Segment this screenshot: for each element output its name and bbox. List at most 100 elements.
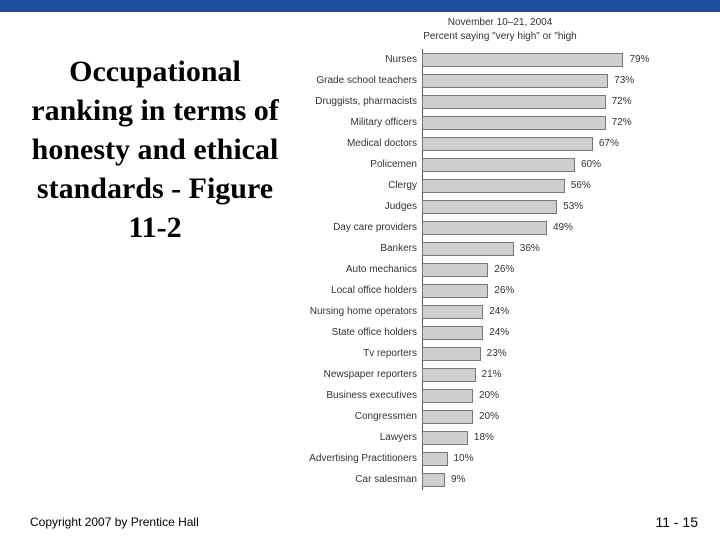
slide-title: Occupational ranking in terms of honesty… — [20, 52, 290, 247]
bar-label: Day care providers — [300, 222, 422, 233]
bar-label: Tv reporters — [300, 348, 422, 359]
bar-label: Judges — [300, 201, 422, 212]
bar-label: State office holders — [300, 327, 422, 338]
bar-track: 20% — [422, 389, 700, 403]
bar-fill — [422, 473, 445, 487]
bar-value: 79% — [625, 53, 649, 67]
bar-track: 73% — [422, 74, 700, 88]
bar-track: 72% — [422, 95, 700, 109]
bar-fill — [422, 263, 488, 277]
top-accent-bar — [0, 0, 720, 12]
bar-track: 56% — [422, 179, 700, 193]
bar-value: 72% — [608, 95, 632, 109]
left-column: Occupational ranking in terms of honesty… — [0, 12, 300, 510]
bar-row: Business executives20% — [300, 385, 700, 406]
bar-fill — [422, 326, 483, 340]
bar-label: Medical doctors — [300, 138, 422, 149]
bar-row: Day care providers49% — [300, 217, 700, 238]
bar-value: 72% — [608, 116, 632, 130]
bar-row: Clergy 56% — [300, 175, 700, 196]
bar-fill — [422, 53, 623, 67]
bar-value: 23% — [483, 347, 507, 361]
bar-row: Lawyers 18% — [300, 427, 700, 448]
bar-label: Auto mechanics — [300, 264, 422, 275]
bar-label: Nursing home operators — [300, 306, 422, 317]
bar-row: Local office holders26% — [300, 280, 700, 301]
bar-value: 36% — [516, 242, 540, 256]
bar-value: 73% — [610, 74, 634, 88]
bar-row: Newspaper reporters 21% — [300, 364, 700, 385]
bar-row: Medical doctors 67% — [300, 133, 700, 154]
bar-fill — [422, 347, 481, 361]
bar-track: 21% — [422, 368, 700, 382]
bar-label: Druggists, pharmacists — [300, 96, 422, 107]
bar-label: Nurses — [300, 54, 422, 65]
chart-meta-line-subtitle: Percent saying "very high" or "high — [300, 30, 700, 44]
bar-value: 26% — [490, 263, 514, 277]
bar-track: 18% — [422, 431, 700, 445]
bar-label: Congressmen — [300, 411, 422, 422]
bar-row: Nursing home operators 24% — [300, 301, 700, 322]
bar-fill — [422, 284, 488, 298]
bar-value: 56% — [567, 179, 591, 193]
chart-area: Nurses 79% Grade school teachers 73% Druggis… — [300, 49, 700, 490]
bar-fill — [422, 452, 448, 466]
bar-track: 23% — [422, 347, 700, 361]
bar-fill — [422, 368, 476, 382]
bar-label: Lawyers — [300, 432, 422, 443]
bar-fill — [422, 137, 593, 151]
bar-fill — [422, 431, 468, 445]
bar-value: 53% — [559, 200, 583, 214]
bar-track: 79% — [422, 53, 700, 67]
bar-fill — [422, 221, 547, 235]
bar-value: 24% — [485, 305, 509, 319]
bar-row: Car salesman 9% — [300, 469, 700, 490]
bar-track: 9% — [422, 473, 700, 487]
bar-fill — [422, 74, 608, 88]
bar-label: Clergy — [300, 180, 422, 191]
right-column: November 10–21, 2004 Percent saying "ver… — [300, 12, 720, 510]
bar-track: 60% — [422, 158, 700, 172]
chart-meta-line-date: November 10–21, 2004 — [300, 16, 700, 30]
bar-row: Druggists, pharmacists 72% — [300, 91, 700, 112]
bar-row: Military officers 72% — [300, 112, 700, 133]
chart-meta: November 10–21, 2004 Percent saying "ver… — [300, 16, 700, 43]
bar-track: 72% — [422, 116, 700, 130]
slide-footer: Copyright 2007 by Prentice Hall 11 - 15 — [0, 510, 720, 540]
bar-track: 49% — [422, 221, 700, 235]
bar-label: Policemen — [300, 159, 422, 170]
bar-fill — [422, 200, 557, 214]
bar-label: Advertising Practitioners — [300, 453, 422, 464]
bar-label: Car salesman — [300, 474, 422, 485]
content-area: Occupational ranking in terms of honesty… — [0, 12, 720, 510]
bar-label: Grade school teachers — [300, 75, 422, 86]
bar-track: 53% — [422, 200, 700, 214]
bar-row: Nurses 79% — [300, 49, 700, 70]
bar-track: 36% — [422, 242, 700, 256]
bar-fill — [422, 95, 606, 109]
bar-row: State office holders24% — [300, 322, 700, 343]
bar-fill — [422, 179, 565, 193]
bar-value: 18% — [470, 431, 494, 445]
bar-fill — [422, 116, 606, 130]
bar-fill — [422, 158, 575, 172]
bar-row: Congressmen 20% — [300, 406, 700, 427]
copyright-text: Copyright 2007 by Prentice Hall — [30, 515, 199, 529]
bar-value: 10% — [450, 452, 474, 466]
bar-label: Military officers — [300, 117, 422, 128]
bar-value: 21% — [478, 368, 502, 382]
bar-label: Bankers — [300, 243, 422, 254]
bar-track: 10% — [422, 452, 700, 466]
bar-value: 67% — [595, 137, 619, 151]
bar-row: Tv reporters 23% — [300, 343, 700, 364]
bar-value: 60% — [577, 158, 601, 172]
bar-label: Newspaper reporters — [300, 369, 422, 380]
bar-fill — [422, 410, 473, 424]
bar-value: 26% — [490, 284, 514, 298]
bar-value: 9% — [447, 473, 465, 487]
bar-label: Business executives — [300, 390, 422, 401]
bar-row: Judges 53% — [300, 196, 700, 217]
bar-row: Auto mechanics 26% — [300, 259, 700, 280]
bar-track: 67% — [422, 137, 700, 151]
bar-value: 20% — [475, 410, 499, 424]
